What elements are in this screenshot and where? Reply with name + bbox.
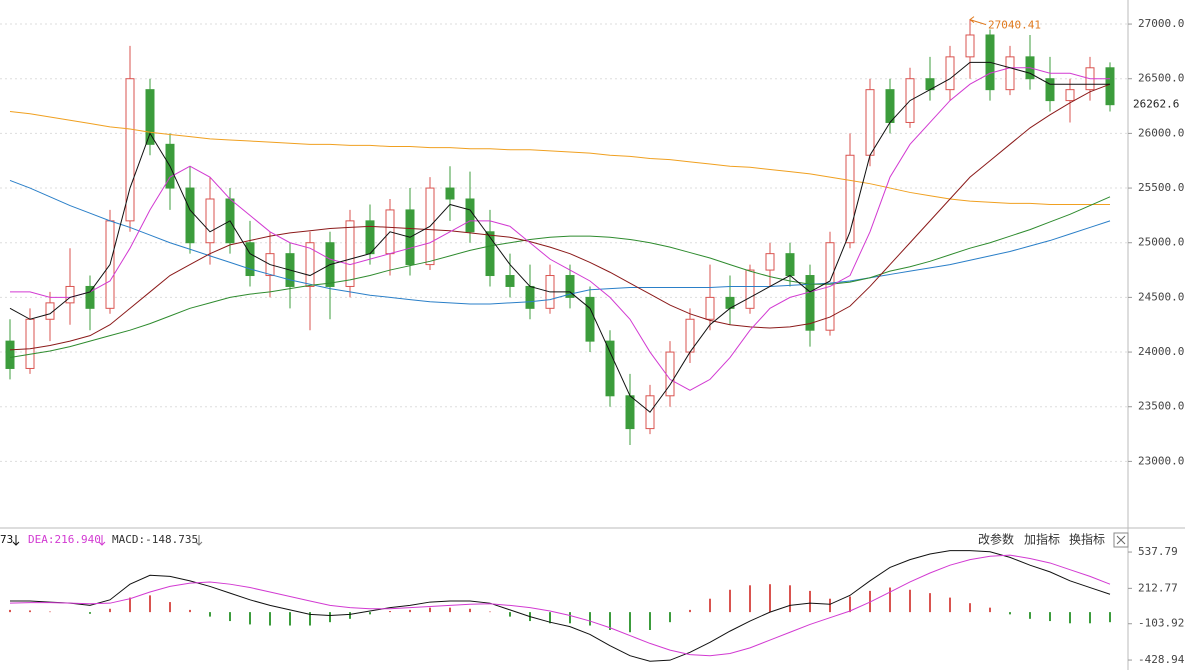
candle-body xyxy=(1005,56,1015,91)
y-tick-label: -428.94 xyxy=(1138,653,1185,666)
arrow-icon xyxy=(98,535,106,546)
candle-body xyxy=(85,285,95,309)
indicator-label: MACD:-148.735 xyxy=(112,533,198,546)
candle-body xyxy=(365,220,375,255)
candle-body xyxy=(625,395,635,430)
candle-body xyxy=(205,198,215,244)
y-tick-label: 25500.0 xyxy=(1138,181,1184,194)
last-price-label: 26262.6 xyxy=(1133,98,1179,111)
annotation-arrow xyxy=(969,16,987,26)
candle-body xyxy=(805,275,815,331)
candle-body xyxy=(465,198,475,233)
candle-body xyxy=(1105,67,1115,106)
y-tick-label: 24000.0 xyxy=(1138,345,1184,358)
candle-body xyxy=(305,242,315,287)
line-series xyxy=(10,550,1111,662)
y-tick-label: 25000.0 xyxy=(1138,236,1184,249)
candle-body xyxy=(445,187,455,200)
candle-body xyxy=(5,340,15,369)
candle-body xyxy=(125,78,135,222)
y-tick-label: 27000.0 xyxy=(1138,17,1184,30)
candle-body xyxy=(345,220,355,287)
max-price-label: 27040.41 xyxy=(988,19,1041,32)
arrow-icon xyxy=(12,535,20,546)
y-tick-label: 24500.0 xyxy=(1138,290,1184,303)
candle-body xyxy=(785,253,795,277)
line-series xyxy=(10,67,1110,391)
y-tick-label: 23500.0 xyxy=(1138,400,1184,413)
candle-body xyxy=(145,89,155,145)
line-series xyxy=(9,61,1110,413)
indicator-label: DEA:216.940 xyxy=(28,533,101,546)
candle-body xyxy=(585,296,595,342)
indicator-label: 73 xyxy=(0,533,13,546)
arrow-icon xyxy=(195,535,203,546)
candle-body xyxy=(745,269,755,309)
candle-body xyxy=(885,89,895,123)
line-series xyxy=(9,179,1111,305)
y-tick-label: 212.77 xyxy=(1138,581,1178,594)
y-tick-label: 23000.0 xyxy=(1138,454,1184,467)
toolbar-button[interactable]: 换指标 xyxy=(1069,532,1105,547)
candle-body xyxy=(605,340,615,397)
candle-body xyxy=(245,242,255,277)
line-series xyxy=(9,554,1111,657)
toolbar-button[interactable]: 加指标 xyxy=(1024,532,1060,547)
candle-body xyxy=(865,89,875,156)
y-tick-label: 26000.0 xyxy=(1138,126,1184,139)
toolbar-button[interactable]: 改参数 xyxy=(978,532,1014,547)
candle-body xyxy=(525,285,535,309)
candle-body xyxy=(945,56,955,91)
candle-body xyxy=(565,275,575,298)
candle-body xyxy=(505,275,515,287)
candle-body xyxy=(965,34,975,58)
y-tick-label: -103.92 xyxy=(1138,617,1184,630)
line-series xyxy=(9,83,1111,351)
candle-body xyxy=(25,318,35,369)
candle-body xyxy=(705,296,715,320)
candle-body xyxy=(845,154,855,244)
candle-body xyxy=(765,253,775,271)
line-series xyxy=(9,196,1111,359)
y-tick-label: 26500.0 xyxy=(1138,72,1184,85)
candle-body xyxy=(1045,78,1055,102)
line-series xyxy=(9,111,1110,205)
candle-body xyxy=(185,187,195,244)
candle-body xyxy=(1065,89,1075,102)
candle-body xyxy=(485,231,495,277)
y-tick-label: 537.79 xyxy=(1138,545,1178,558)
candle-body xyxy=(65,285,75,304)
close-icon xyxy=(1116,535,1126,545)
candle-body xyxy=(685,318,695,353)
